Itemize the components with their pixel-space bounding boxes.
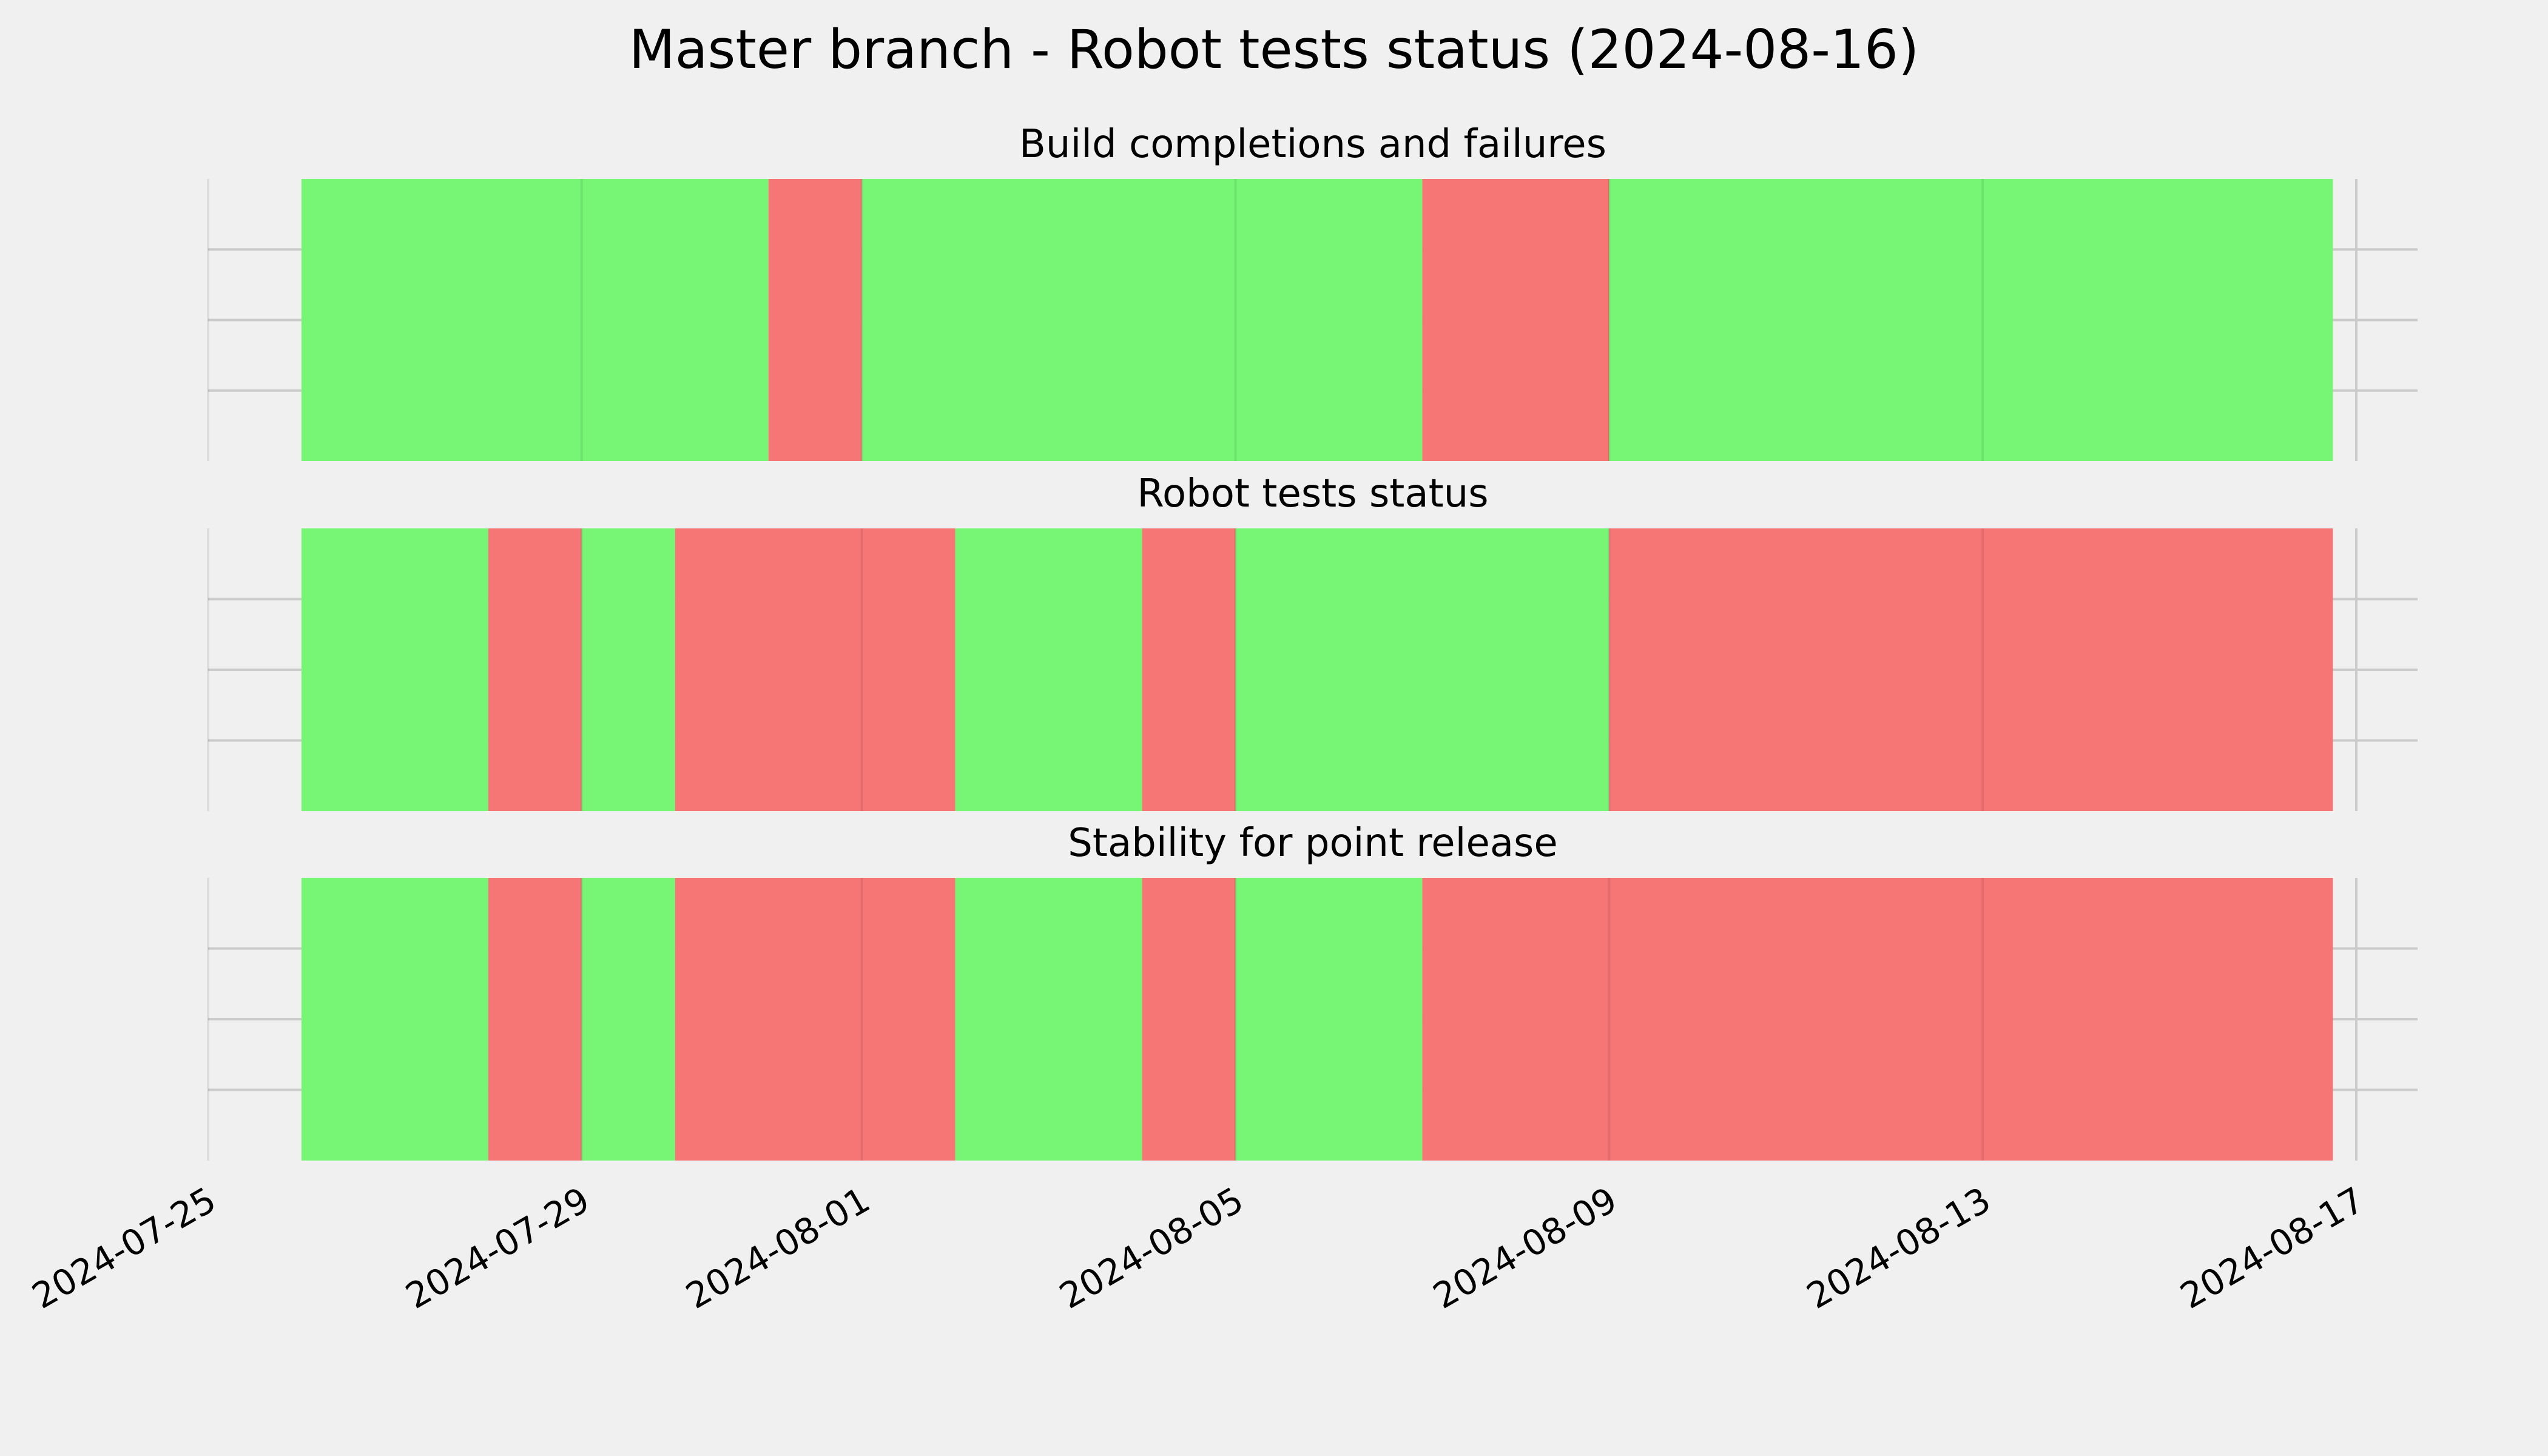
panel-title: Build completions and failures <box>1019 122 1606 167</box>
status-segment-fail <box>1422 179 1609 461</box>
status-segment-pass <box>581 878 675 1161</box>
x-tick-label: 2024-08-05 <box>1053 1179 1250 1316</box>
status-segment-pass <box>301 179 769 461</box>
status-segment-pass <box>581 528 675 811</box>
status-segment-pass <box>955 528 1142 811</box>
panels: Build completions and failures Robot test… <box>207 122 2418 1161</box>
status-segment-fail <box>488 528 582 811</box>
x-tick-label: 2024-07-29 <box>399 1179 596 1316</box>
x-tick-label: 2024-08-13 <box>1800 1179 1998 1316</box>
status-segment-fail <box>1422 878 2333 1161</box>
status-segment-pass <box>301 528 488 811</box>
status-segment-fail <box>768 179 862 461</box>
status-segment-fail <box>675 528 956 811</box>
chart-title: Master branch - Robot tests status (2024… <box>629 18 1919 81</box>
panel-2: Robot tests status <box>207 471 2418 811</box>
x-tick-label: 2024-08-09 <box>1426 1179 1624 1316</box>
panel-3: Stability for point release <box>207 821 2418 1161</box>
status-segment-fail <box>675 878 956 1161</box>
status-segment-fail <box>488 878 582 1161</box>
status-segment-pass <box>1235 878 1423 1161</box>
status-segment-pass <box>301 878 488 1161</box>
status-segment-fail <box>1142 878 1236 1161</box>
panel-title: Robot tests status <box>1137 471 1488 516</box>
x-tick-label: 2024-08-17 <box>2173 1179 2371 1316</box>
panel-title: Stability for point release <box>1068 821 1558 866</box>
status-segment-pass <box>1235 528 1609 811</box>
status-segment-fail <box>1142 528 1236 811</box>
x-axis: 2024-07-25 2024-07-29 2024-08-01 2024-08-05… <box>25 1179 2371 1316</box>
status-segment-pass <box>955 878 1142 1161</box>
status-segment-pass <box>1609 179 2333 461</box>
status-segment-pass <box>861 179 1423 461</box>
status-segment-fail <box>1609 528 2333 811</box>
x-tick-label: 2024-07-25 <box>25 1179 223 1316</box>
panel-1: Build completions and failures <box>207 122 2418 461</box>
x-tick-label: 2024-08-01 <box>679 1179 877 1316</box>
